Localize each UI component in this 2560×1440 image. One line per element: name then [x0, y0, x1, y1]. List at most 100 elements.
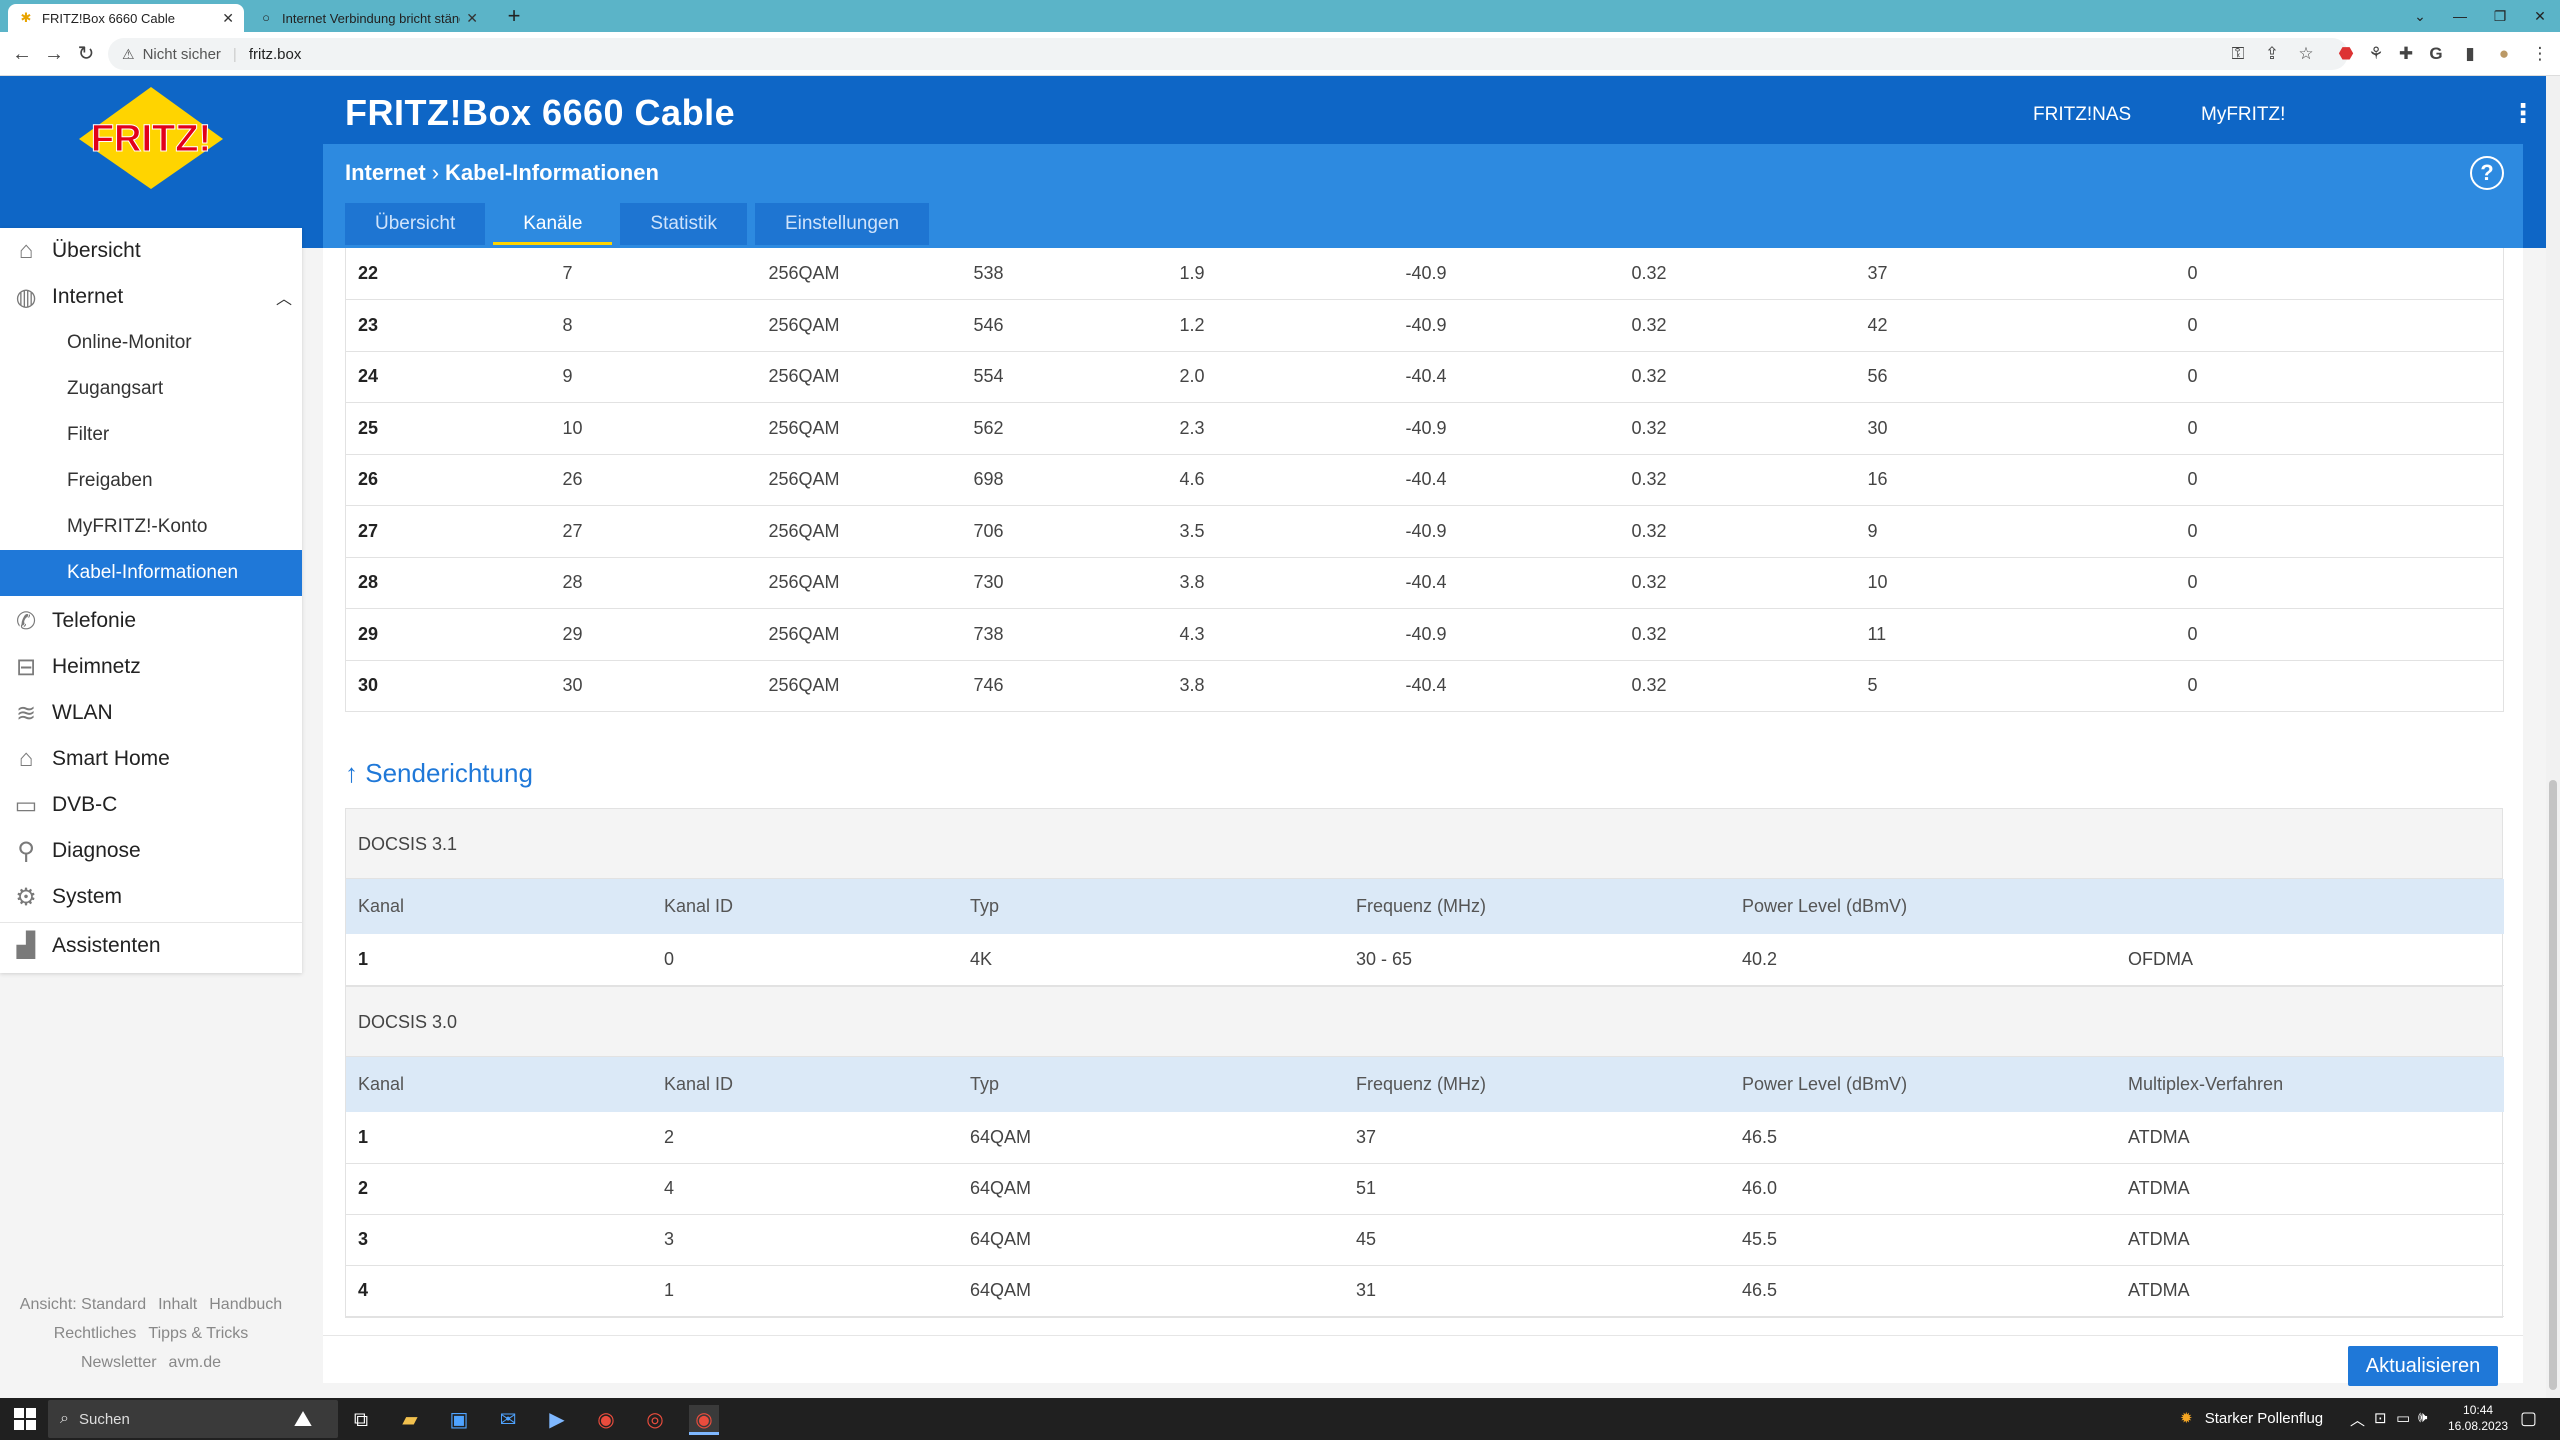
- avatar[interactable]: ●: [2498, 44, 2510, 63]
- chrome-active-icon[interactable]: ◉: [689, 1405, 719, 1435]
- aktualisieren-button[interactable]: Aktualisieren: [2348, 1346, 2498, 1386]
- restore-button[interactable]: ❐: [2493, 8, 2507, 24]
- scrollbar-thumb[interactable]: [2549, 780, 2557, 1390]
- close-window-button[interactable]: ✕: [2534, 8, 2546, 24]
- sidebar-item-smart-home[interactable]: ⌂ Smart Home: [0, 736, 302, 782]
- sidebar-subitem-myfritz-konto[interactable]: MyFRITZ!-Konto: [67, 516, 208, 537]
- footer-link-inhalt[interactable]: Inhalt: [158, 1296, 198, 1313]
- tab-statistik[interactable]: Statistik: [620, 203, 747, 245]
- key-icon[interactable]: ⚿: [2231, 44, 2245, 63]
- tab-kanaele[interactable]: Kanäle: [493, 203, 613, 245]
- close-tab-icon[interactable]: ✕: [466, 9, 478, 26]
- diagnose-icon: ⚲: [17, 837, 35, 865]
- sidebar: ⌂ Übersicht ◍ Internet ︿ Online-Monitor …: [0, 228, 302, 973]
- close-tab-icon[interactable]: ✕: [222, 9, 234, 26]
- network-tray-icon[interactable]: ⊡: [2374, 1410, 2387, 1427]
- extension-icon[interactable]: ⚘: [2368, 44, 2384, 63]
- myfritz-link[interactable]: MyFRITZ!: [2201, 104, 2286, 125]
- sidebar-item-heimnetz[interactable]: ⊟ Heimnetz: [0, 644, 302, 690]
- taskbar-search[interactable]: ⌕ Suchen: [48, 1400, 338, 1438]
- reload-button[interactable]: ↻: [77, 43, 95, 65]
- fritz-logo[interactable]: FRITZ!: [0, 76, 302, 200]
- browser-tab-bar: ✱ FRITZ!Box 6660 Cable ✕ ○ Internet Verb…: [0, 0, 2560, 32]
- back-button[interactable]: ←: [12, 43, 32, 65]
- browser-menu-icon[interactable]: ⋮: [2531, 44, 2549, 63]
- display-tray-icon[interactable]: ▭: [2396, 1410, 2411, 1427]
- column-header: Multiplex-Verfahren: [2116, 1057, 2504, 1112]
- task-view-icon[interactable]: ⧉: [353, 1409, 369, 1431]
- sidebar-item-assistenten[interactable]: ▟ Assistenten: [0, 922, 302, 968]
- table-cell: 706: [961, 505, 1168, 558]
- footer-link-handbuch[interactable]: Handbuch: [209, 1296, 283, 1313]
- browser-tab-fritzbox[interactable]: ✱ FRITZ!Box 6660 Cable ✕: [8, 4, 244, 32]
- table-cell: -40.4: [1393, 557, 1620, 609]
- mail-icon[interactable]: ✉: [499, 1409, 517, 1431]
- footer-link-avm[interactable]: avm.de: [168, 1354, 222, 1371]
- sidebar-item-telefonie[interactable]: ✆ Telefonie: [0, 598, 302, 644]
- google-icon[interactable]: G: [2429, 44, 2443, 63]
- sidebar-item-dvb-c[interactable]: ▭ DVB-C: [0, 782, 302, 828]
- clock[interactable]: 10:44 16.08.2023: [2448, 1402, 2508, 1434]
- share-icon[interactable]: ⇪: [2264, 44, 2280, 63]
- table-row: 23 8 256QAM 546 1.2 -40.9 0.32 42 0: [345, 299, 2504, 352]
- table-cell: 0.32: [1619, 660, 1856, 712]
- minimize-button[interactable]: —: [2453, 8, 2467, 24]
- volume-icon[interactable]: 🕪: [2418, 1409, 2428, 1426]
- more-menu-icon[interactable]: ⋮: [2510, 98, 2536, 128]
- help-button[interactable]: ?: [2470, 156, 2504, 190]
- sidebar-subitem-zugangsart[interactable]: Zugangsart: [67, 378, 164, 399]
- chrome-icon[interactable]: ◉: [597, 1409, 615, 1431]
- breadcrumb-internet[interactable]: Internet: [345, 160, 426, 185]
- sidebar-item-label: DVB-C: [52, 793, 118, 816]
- weather-widget[interactable]: ✹ Starker Pollenflug: [2180, 1409, 2323, 1427]
- sidebar-item-label: Smart Home: [52, 747, 170, 770]
- footer-link-newsletter[interactable]: Newsletter: [80, 1354, 157, 1371]
- url-field[interactable]: ⚠ Nicht sicher | fritz.box: [108, 38, 2348, 70]
- side-panel-icon[interactable]: ▮: [2465, 44, 2475, 63]
- sidebar-item-uebersicht[interactable]: ⌂ Übersicht: [0, 228, 302, 274]
- sidebar-subitem-kabel-informationen[interactable]: Kabel-Informationen: [0, 550, 302, 596]
- notification-icon[interactable]: ▢: [2520, 1408, 2538, 1428]
- table-cell: 0.32: [1619, 454, 1856, 506]
- tray-overflow-icon[interactable]: ︿: [2350, 1412, 2366, 1429]
- new-tab-button[interactable]: +: [507, 3, 521, 28]
- table-cell: 7: [550, 248, 757, 300]
- footer-link-rechtliches[interactable]: Rechtliches: [53, 1325, 137, 1342]
- fritz-nas-link[interactable]: FRITZ!NAS: [2033, 104, 2132, 125]
- table-row: 25 10 256QAM 562 2.3 -40.9 0.32 30 0: [345, 402, 2504, 455]
- column-header-row: Kanal Kanal ID Typ Frequenz (MHz) Power Leve…: [346, 879, 2504, 934]
- puzzle-icon[interactable]: ✚: [2398, 44, 2414, 63]
- footer-link-ansicht[interactable]: Ansicht: Standard: [19, 1296, 147, 1313]
- footer-link-tipps[interactable]: Tipps & Tricks: [148, 1325, 249, 1342]
- sidebar-subitem-freigaben[interactable]: Freigaben: [67, 470, 153, 491]
- tab-uebersicht[interactable]: Übersicht: [345, 203, 486, 245]
- sidebar-item-system[interactable]: ⚙ System: [0, 874, 302, 920]
- file-explorer-icon[interactable]: ▰: [402, 1409, 418, 1431]
- forward-button[interactable]: →: [44, 43, 64, 65]
- adblock-icon[interactable]: ⬣: [2338, 44, 2354, 63]
- table-cell: -40.4: [1393, 660, 1620, 712]
- chevron-right-icon: ›: [431, 160, 440, 185]
- tab-search-icon[interactable]: ⌄: [2414, 8, 2426, 24]
- column-header: Kanal: [346, 879, 652, 934]
- sidebar-item-wlan[interactable]: ≋ WLAN: [0, 690, 302, 736]
- app-icon[interactable]: ◎: [646, 1409, 664, 1431]
- table-cell: -40.9: [1393, 299, 1620, 352]
- sidebar-subitem-online-monitor[interactable]: Online-Monitor: [67, 332, 192, 353]
- bookmark-star-icon[interactable]: ☆: [2298, 44, 2314, 63]
- sidebar-subitem-filter[interactable]: Filter: [67, 424, 110, 445]
- table-cell: 2.0: [1167, 351, 1394, 403]
- table-cell: 738: [961, 608, 1168, 661]
- browser-tab-forum[interactable]: ○ Internet Verbindung bricht ständ ✕: [248, 4, 488, 32]
- media-player-icon[interactable]: ▶: [549, 1409, 565, 1431]
- tv-icon: ▭: [14, 791, 38, 819]
- chevron-up-icon[interactable]: ︿: [275, 291, 292, 308]
- table-cell: 46.5: [1730, 1265, 2116, 1317]
- sidebar-item-internet[interactable]: ◍ Internet ︿: [0, 274, 302, 320]
- store-icon[interactable]: ▣: [449, 1409, 469, 1431]
- table-cell: ATDMA: [2116, 1112, 2504, 1164]
- sidebar-item-diagnose[interactable]: ⚲ Diagnose: [0, 828, 302, 874]
- docsis30-title: DOCSIS 3.0: [346, 987, 2502, 1057]
- tab-einstellungen[interactable]: Einstellungen: [754, 203, 930, 245]
- start-button[interactable]: [14, 1408, 36, 1430]
